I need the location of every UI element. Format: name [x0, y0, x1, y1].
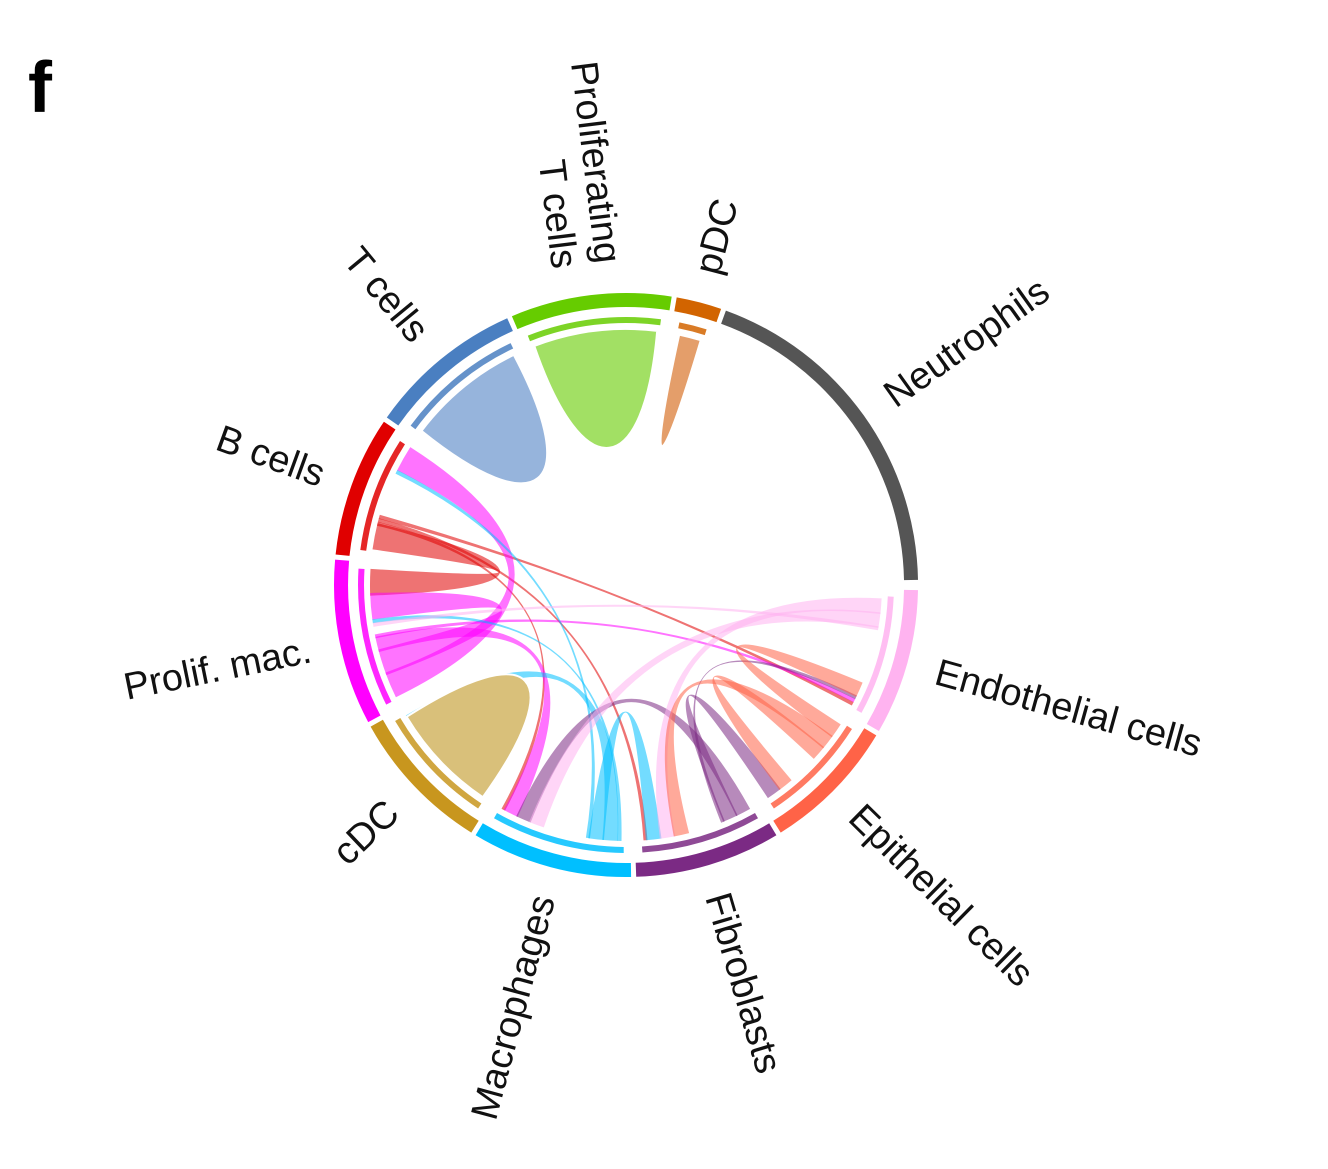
- sector-arcs: [333, 292, 918, 878]
- panel-letter: f: [28, 48, 52, 128]
- sector-label-epithelial: Epithelial cells: [840, 796, 1041, 995]
- sector-label-fibroblasts: Fibroblasts: [696, 888, 789, 1078]
- track-prolif_t: [527, 316, 661, 342]
- track-prolif_mac: [358, 568, 392, 705]
- sector-arc-neutrophils: [721, 310, 918, 581]
- track-fibroblasts: [642, 813, 758, 853]
- self-link-pdc: [659, 333, 703, 448]
- sector-label-text: T cells: [335, 240, 437, 351]
- self-link-t_cells: [420, 353, 549, 485]
- sector-label-text: Fibroblasts: [696, 888, 789, 1078]
- sector-arc-endothelial: [866, 589, 918, 731]
- sector-label-neutrophils: Neutrophils: [876, 270, 1057, 416]
- sector-arc-t_cells: [386, 318, 513, 426]
- track-t_cells: [410, 343, 514, 430]
- sector-label-text: pDC: [687, 195, 747, 279]
- track-pdc: [678, 322, 707, 336]
- chord-links: [369, 447, 882, 841]
- sector-arc-prolif_t: [511, 292, 672, 330]
- link-endothelial-to-prolif_mac: [372, 604, 879, 631]
- sector-label-text: Prolif. mac.: [120, 630, 315, 709]
- track-macrophages: [494, 813, 624, 853]
- link-prolif_mac-to-prolif_mac: [370, 592, 503, 676]
- link-prolif_mac-to-macrophages: [375, 627, 551, 817]
- sector-arc-pdc: [674, 297, 722, 323]
- sector-label-text: Epithelial cells: [840, 796, 1041, 995]
- sector-label-pdc: pDC: [687, 195, 747, 279]
- sector-label-text: cDC: [325, 792, 408, 873]
- sector-label-cdc: cDC: [325, 792, 408, 873]
- sector-label-endothelial: Endothelial cells: [930, 652, 1206, 766]
- link-epithelial-to-epithelial: [712, 675, 825, 790]
- sector-label-b_cells: B cells: [211, 418, 331, 496]
- link-epithelial-to-fibroblasts: [664, 679, 833, 837]
- sector-label-text: Endothelial cells: [930, 652, 1206, 766]
- sector-labels: Neutrophils Endothelial cells Epithelial c…: [120, 59, 1206, 1124]
- sector-arc-prolif_mac: [333, 559, 381, 723]
- track-cdc: [395, 718, 482, 809]
- sector-arc-fibroblasts: [635, 823, 777, 877]
- chord-self-links: [405, 328, 703, 799]
- link-macrophages-to-fibroblasts: [588, 711, 662, 841]
- sector-arc-epithelial: [773, 728, 877, 833]
- track-b_cells: [360, 441, 405, 551]
- track-epithelial: [770, 725, 852, 809]
- sector-arc-b_cells: [335, 421, 396, 556]
- sector-label-t_cells: T cells: [335, 240, 437, 351]
- link-endothelial-to-macrophages: [529, 609, 881, 828]
- self-link-cdc: [405, 673, 532, 799]
- sector-arc-macrophages: [475, 823, 632, 878]
- self-link-prolif_t: [533, 328, 659, 449]
- sector-label-text: B cells: [211, 418, 331, 496]
- link-epithelial-to-endothelial: [736, 644, 863, 738]
- sector-label-macrophages: Macrophages: [464, 891, 564, 1124]
- sector-arc-cdc: [370, 719, 479, 833]
- link-fibroblasts-to-epithelial: [685, 694, 781, 822]
- sector-label-prolif_mac: Prolif. mac.: [120, 630, 315, 709]
- link-prolif_mac-to-endothelial: [374, 619, 856, 703]
- link-b_cells-to-prolif_mac: [369, 523, 500, 596]
- inner-tracks: [358, 316, 894, 853]
- track-endothelial: [856, 596, 894, 713]
- sector-label-text: Macrophages: [464, 891, 564, 1124]
- sector-label-text: Neutrophils: [876, 270, 1057, 416]
